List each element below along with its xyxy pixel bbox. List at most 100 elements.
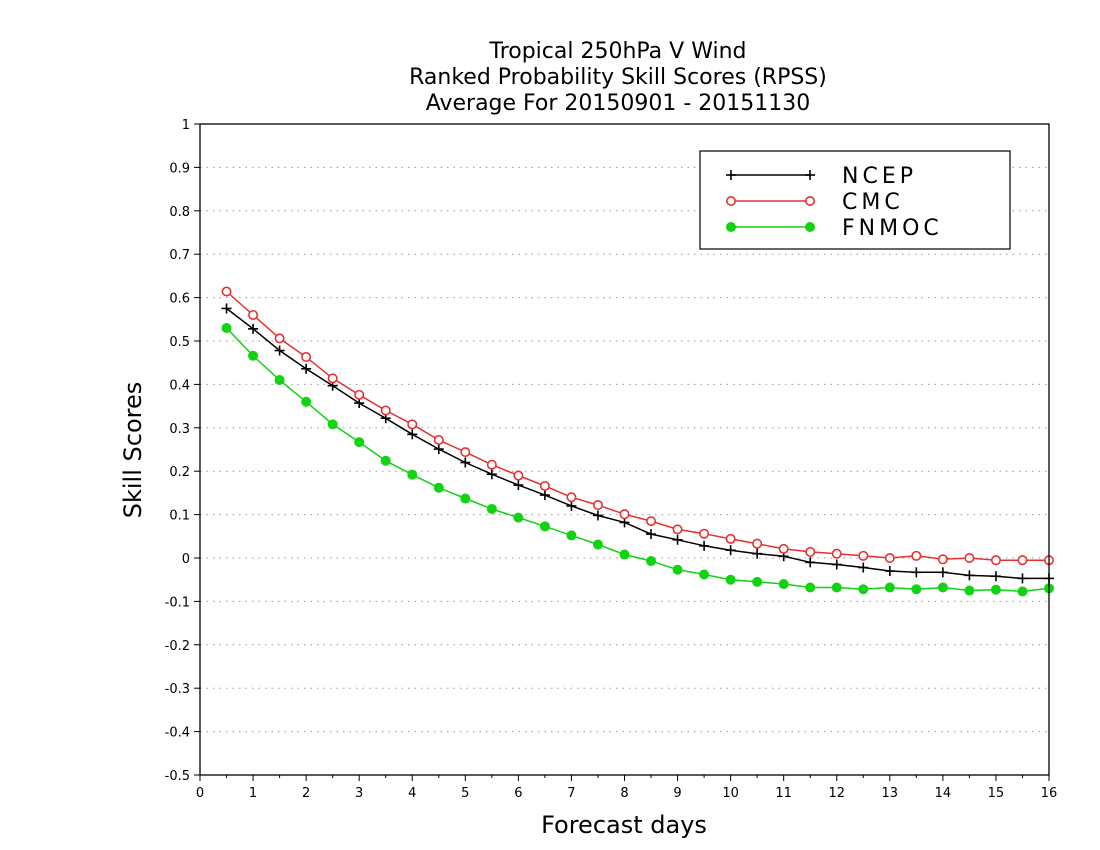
ncep-point: [274, 345, 285, 356]
fnmoc-point: [990, 584, 1001, 595]
ncep-point: [672, 534, 683, 545]
fnmoc-point: [937, 582, 948, 593]
fnmoc-point: [407, 469, 418, 480]
x-tick-label: 3: [355, 786, 363, 801]
cmc-point: [354, 389, 365, 400]
ncep-point: [566, 500, 577, 511]
x-tick-label: 16: [1041, 786, 1058, 801]
cmc-point: [539, 480, 550, 491]
cmc-point: [407, 419, 418, 430]
y-tick-label: 0.9: [169, 161, 190, 176]
fnmoc-point: [460, 493, 471, 504]
fnmoc-point: [672, 564, 683, 575]
ncep-point: [433, 444, 444, 455]
chart-title-line: Tropical 250hPa V Wind: [488, 39, 746, 64]
legend-label: NCEP: [842, 164, 917, 189]
fnmoc-point: [911, 584, 922, 595]
ncep-point: [486, 469, 497, 480]
horizontal-grid: [200, 166, 1049, 733]
ncep-point: [699, 540, 710, 551]
cmc-point: [619, 509, 630, 520]
cmc-point: [566, 492, 577, 503]
ncep-point: [937, 567, 948, 578]
fnmoc-point: [619, 549, 630, 560]
fnmoc-point: [221, 322, 232, 333]
ncep-point: [990, 571, 1001, 582]
y-tick-label: 0.8: [169, 205, 190, 220]
cmc-point: [937, 554, 948, 565]
ncep-point: [407, 429, 418, 440]
x-axis: 0 1 2 3 4 5 6 7 8 9 10 11 12 13 14 15 16: [196, 775, 1057, 801]
y-tick-label: -0.1: [165, 595, 190, 610]
cmc-point: [990, 555, 1001, 566]
y-tick-label: -0.2: [165, 639, 190, 654]
ncep-point: [805, 557, 816, 568]
fnmoc-point: [592, 539, 603, 550]
y-axis: -0.5 -0.4 -0.3 -0.2 -0.1 0 0.1 0.2 0.3 0.4 0.5 0.6 0…: [165, 118, 200, 784]
x-tick-label: 4: [408, 786, 416, 801]
cmc-point: [805, 546, 816, 557]
x-tick-label: 9: [673, 786, 681, 801]
cmc-point: [778, 543, 789, 554]
y-tick-label: 0.7: [169, 248, 190, 263]
y-tick-label: 0: [182, 552, 190, 567]
ncep-point: [460, 457, 471, 468]
ncep-line: [226, 307, 1049, 580]
legend-marker: [805, 222, 815, 232]
cmc-point: [274, 333, 285, 344]
legend-label: CMC: [842, 190, 904, 215]
fnmoc-point: [964, 585, 975, 596]
cmc-point: [1017, 555, 1028, 566]
x-tick-label: 10: [722, 786, 739, 801]
cmc-point: [699, 528, 710, 539]
x-tick-label: 14: [935, 786, 952, 801]
cmc-point: [884, 552, 895, 563]
fnmoc-line: [225, 327, 1050, 593]
cmc-point: [964, 552, 975, 563]
legend-marker: [726, 170, 736, 180]
x-tick-label: 8: [620, 786, 628, 801]
ncep-point: [513, 480, 524, 491]
fnmoc-point: [778, 579, 789, 590]
y-axis-label: Skill Scores: [119, 382, 147, 519]
fnmoc-point: [831, 582, 842, 593]
cmc-point: [513, 470, 524, 481]
fnmoc-series: [221, 322, 1054, 597]
fnmoc-point: [725, 574, 736, 585]
fnmoc-point: [248, 350, 259, 361]
cmc-point: [831, 548, 842, 559]
cmc-point: [433, 434, 444, 445]
x-tick-label: 5: [461, 786, 469, 801]
legend-item-ncep: NCEP: [726, 164, 917, 189]
x-tick-label: 6: [514, 786, 522, 801]
y-tick-label: -0.4: [165, 726, 190, 741]
x-tick-label: 2: [302, 786, 310, 801]
fnmoc-point: [513, 512, 524, 523]
cmc-point: [460, 447, 471, 458]
y-tick-label: 0.2: [169, 465, 190, 480]
ncep-point: [539, 490, 550, 501]
y-tick-label: 0.5: [169, 335, 190, 350]
cmc-point: [725, 533, 736, 544]
x-tick-label: 1: [249, 786, 257, 801]
y-tick-label: 0.3: [169, 422, 190, 437]
series-lines: [221, 286, 1055, 597]
fnmoc-point: [327, 419, 338, 430]
cmc-point: [301, 352, 312, 363]
y-tick-label: 0.6: [169, 292, 190, 307]
cmc-point: [486, 459, 497, 470]
y-tick-label: 0.1: [169, 509, 190, 524]
cmc-series: [221, 286, 1055, 566]
legend-marker: [804, 196, 815, 207]
ncep-point: [1017, 573, 1028, 584]
y-tick-label: 1: [182, 118, 190, 133]
legend-marker: [805, 170, 815, 180]
fnmoc-point: [1017, 586, 1028, 597]
x-tick-label: 0: [196, 786, 204, 801]
chart-title-line: Average For 20150901 - 20151130: [426, 91, 811, 116]
legend-item-fnmoc: FNMOC: [726, 216, 939, 241]
fnmoc-point: [646, 556, 657, 567]
ncep-point: [248, 323, 259, 334]
